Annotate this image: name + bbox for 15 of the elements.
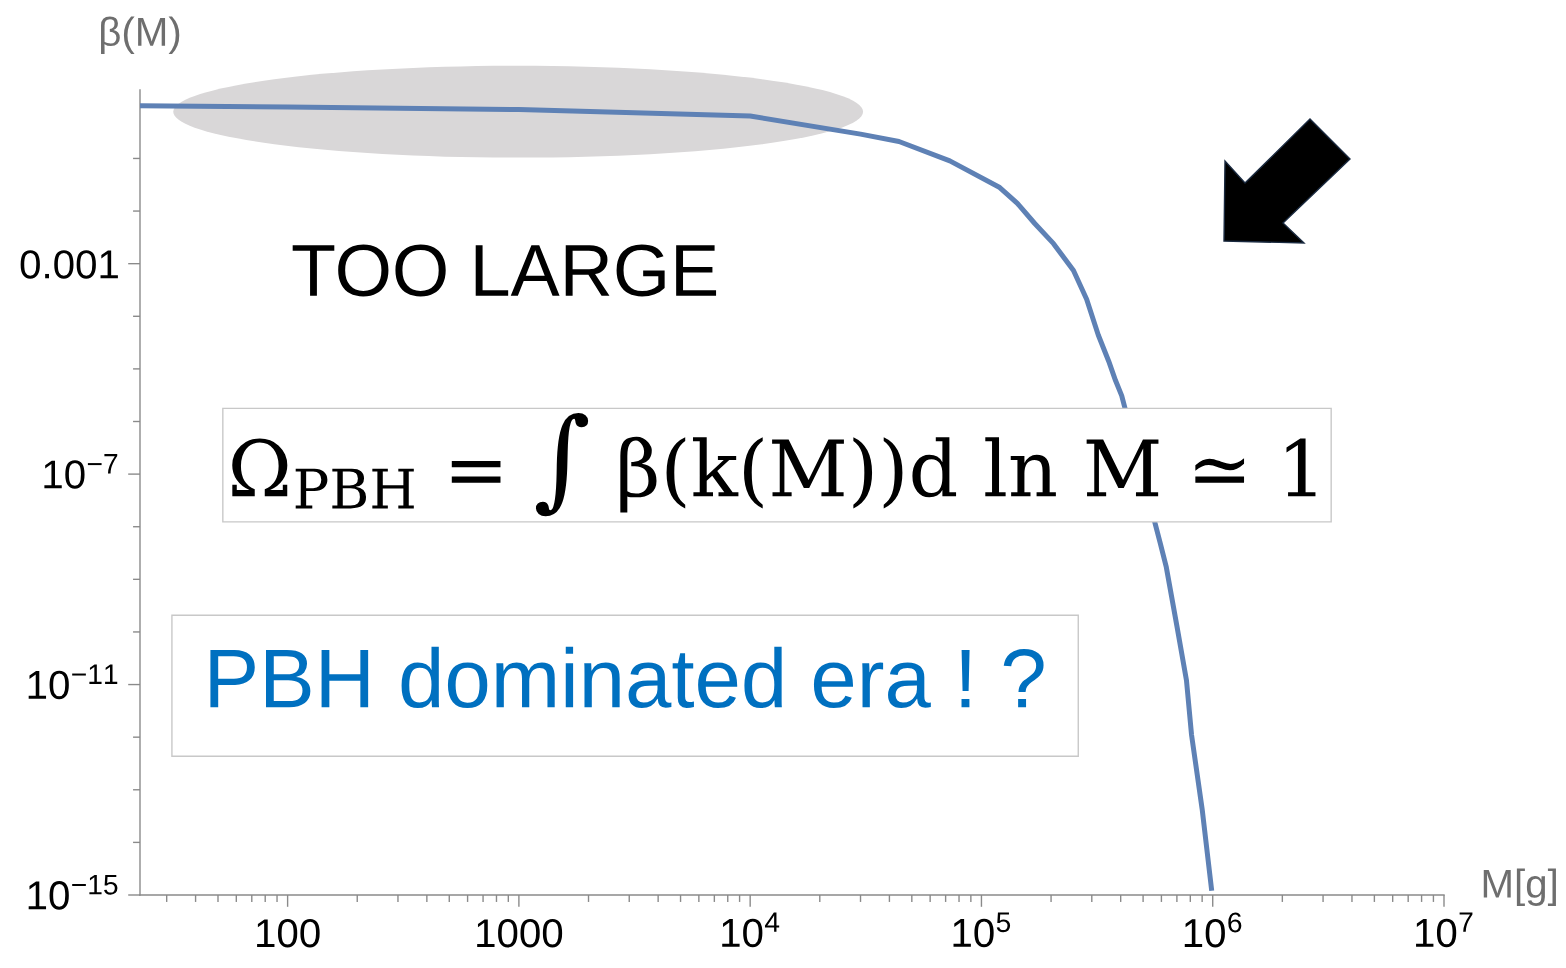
x-tick-label: 10$^{6}$ [1184, 912, 1242, 948]
annotation: TOO LARGE [292, 244, 717, 297]
y-tick-label: 10$^{−7}$ [44, 454, 118, 489]
annotation: PBH dominated era ! ? [210, 646, 1044, 709]
y-tick-label: 0.001 [20, 250, 118, 279]
x-axis-title: M[g] [1483, 868, 1556, 906]
x-tick-label: 10$^{4}$ [722, 912, 780, 948]
y-tick-label: 10$^{−11}$ [28, 664, 118, 700]
y-tick-label: 10$^{−15}$ [28, 874, 118, 910]
x-tick-label: 10$^{7}$ [1416, 912, 1473, 948]
annotation: Ω$_{PBH}$ = ∫ β(k(M))d ln M ≃ 1 [232, 413, 1316, 517]
y-axis-title: β(M) [101, 16, 180, 55]
x-tick-label: 10$^{5}$ [953, 912, 1011, 948]
x-tick-label: 1000 [477, 918, 563, 948]
x-tick-label: 100 [257, 918, 320, 948]
